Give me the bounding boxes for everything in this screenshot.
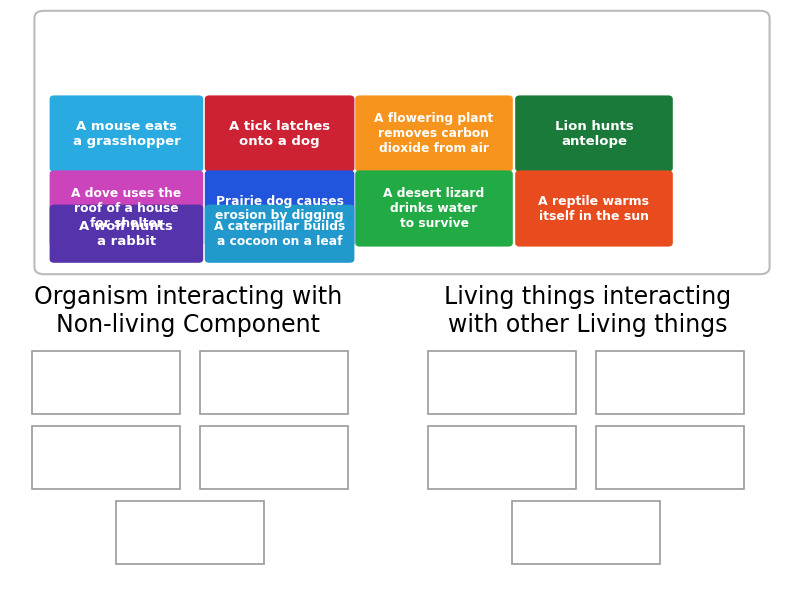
FancyBboxPatch shape	[50, 205, 203, 263]
FancyBboxPatch shape	[50, 95, 203, 172]
FancyBboxPatch shape	[355, 170, 513, 247]
Text: Prairie dog causes
erosion by digging: Prairie dog causes erosion by digging	[215, 194, 344, 223]
Text: Organism interacting with
Non-living Component: Organism interacting with Non-living Com…	[34, 285, 342, 337]
Bar	[32, 351, 180, 414]
Text: A wolf hunts
a rabbit: A wolf hunts a rabbit	[79, 220, 174, 248]
Bar	[200, 426, 348, 489]
Text: A mouse eats
a grasshopper: A mouse eats a grasshopper	[73, 119, 180, 148]
Bar	[596, 351, 744, 414]
FancyBboxPatch shape	[355, 95, 513, 172]
Bar	[116, 501, 264, 564]
Bar	[512, 501, 660, 564]
Text: Lion hunts
antelope: Lion hunts antelope	[554, 119, 634, 148]
Text: A reptile warms
itself in the sun: A reptile warms itself in the sun	[538, 194, 650, 223]
FancyBboxPatch shape	[515, 170, 673, 247]
Text: Living things interacting
with other Living things: Living things interacting with other Liv…	[445, 285, 731, 337]
FancyBboxPatch shape	[34, 11, 770, 274]
Bar	[428, 426, 576, 489]
FancyBboxPatch shape	[205, 95, 354, 172]
Text: A dove uses the
roof of a house
for shelter: A dove uses the roof of a house for shel…	[71, 187, 182, 230]
FancyBboxPatch shape	[515, 95, 673, 172]
Bar	[596, 426, 744, 489]
FancyBboxPatch shape	[205, 205, 354, 263]
Text: A caterpillar builds
a cocoon on a leaf: A caterpillar builds a cocoon on a leaf	[214, 220, 346, 248]
Bar	[32, 426, 180, 489]
Text: A flowering plant
removes carbon
dioxide from air: A flowering plant removes carbon dioxide…	[374, 112, 494, 155]
Bar	[200, 351, 348, 414]
Bar	[428, 351, 576, 414]
FancyBboxPatch shape	[50, 170, 203, 247]
Text: A tick latches
onto a dog: A tick latches onto a dog	[229, 119, 330, 148]
FancyBboxPatch shape	[205, 170, 354, 247]
Text: A desert lizard
drinks water
to survive: A desert lizard drinks water to survive	[383, 187, 485, 230]
